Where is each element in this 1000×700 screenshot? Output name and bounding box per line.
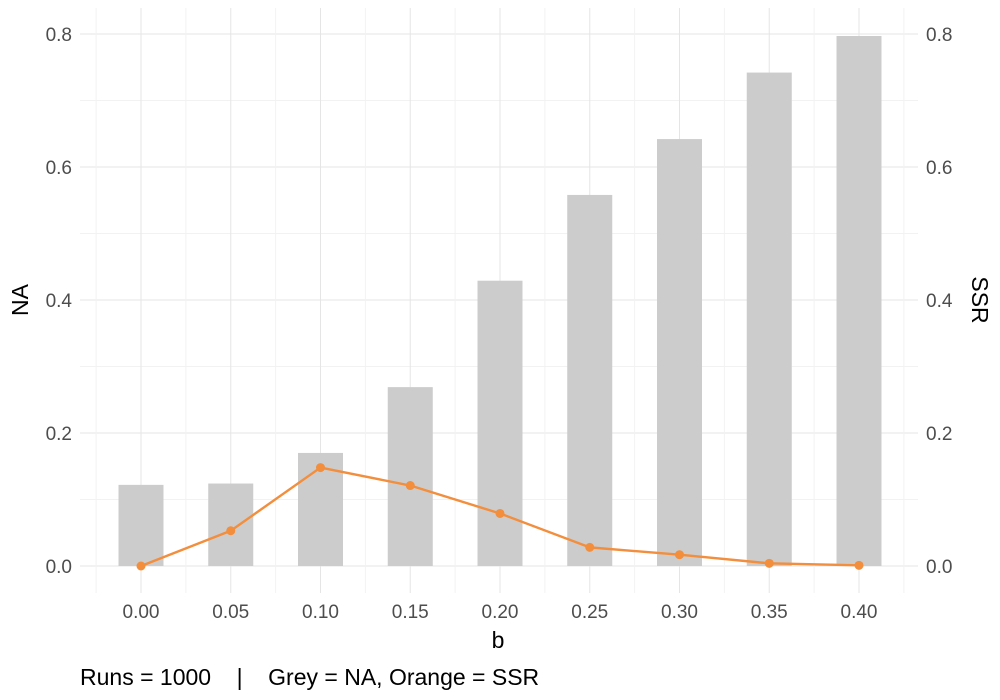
caption: Runs = 1000 | Grey = NA, Orange = SSR [80,664,539,690]
x-tick-labels: 0.00 0.05 0.10 0.15 0.20 0.25 0.30 0.35 0.40 [123,602,878,623]
ssr-point-0.00 [136,561,146,571]
na-bar-0.05 [208,483,254,566]
na-bar-0.00 [118,484,164,566]
ssr-point-0.10 [316,463,325,473]
ssr-line-series [136,463,864,571]
left-y-tick-label: 0.8 [46,25,72,46]
na-bar-0.25 [567,194,613,566]
ssr-point-0.30 [675,550,684,560]
ssr-point-0.40 [854,560,864,570]
left-y-tick-label: 0.6 [46,158,72,179]
ssr-point-0.35 [764,558,774,568]
right-y-tick-label: 0.0 [926,557,952,578]
x-tick-label: 0.00 [123,602,160,623]
x-tick-label: 0.10 [302,602,339,623]
right-y-tick-label: 0.8 [926,25,952,46]
x-tick-label: 0.25 [571,602,608,623]
ssr-point-0.25 [585,542,595,552]
x-axis-title: b [492,627,505,653]
x-tick-label: 0.05 [212,602,249,623]
na-bar-0.20 [477,280,523,566]
left-y-tick-label: 0.4 [46,291,73,312]
ssr-point-0.15 [405,481,415,491]
left-y-tick-label: 0.2 [46,424,72,445]
right-y-axis-title: SSR [967,276,993,323]
x-tick-label: 0.20 [482,602,519,623]
na-bar-0.30 [657,139,702,566]
na-bar-0.40 [836,35,882,567]
x-tick-label: 0.15 [392,602,429,623]
x-tick-label: 0.40 [841,602,878,623]
right-y-tick-labels: 0.0 0.2 0.4 0.6 0.8 [926,25,953,578]
ssr-point-0.05 [226,526,236,536]
left-y-tick-labels: 0.0 0.2 0.4 0.6 0.8 [46,25,73,578]
na-bar-0.35 [746,72,792,566]
x-tick-label: 0.35 [751,602,788,623]
x-tick-label: 0.30 [661,602,698,623]
na-bars [118,35,882,567]
ssr-point-0.20 [495,508,505,518]
left-y-tick-label: 0.0 [46,557,72,578]
right-y-tick-label: 0.2 [926,424,952,445]
na-bar-0.15 [387,387,433,566]
right-y-tick-label: 0.6 [926,158,952,179]
right-y-tick-label: 0.4 [926,291,953,312]
left-y-axis-title: NA [7,283,33,316]
